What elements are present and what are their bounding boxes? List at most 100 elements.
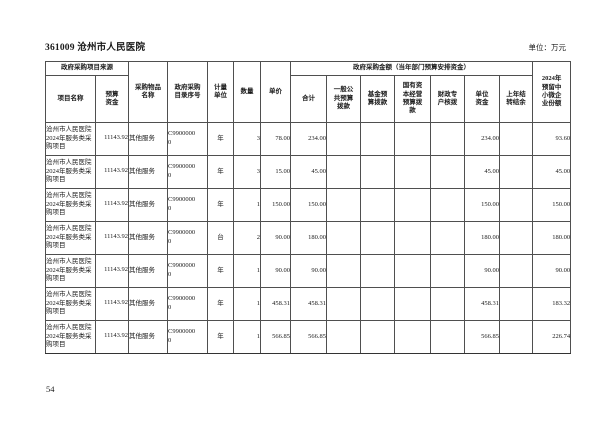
header-budget-funds: 预算资金 bbox=[95, 75, 129, 123]
cell-project-name: 沧州市人民医院2024年服务类采购项目 bbox=[45, 287, 96, 321]
cell-measure-unit: 年 bbox=[207, 188, 234, 222]
header-total: 合计 bbox=[290, 75, 327, 123]
cell-total: 458.31 bbox=[290, 287, 327, 321]
cell-prior-year-carryover bbox=[498, 188, 534, 222]
cell-project-name: 沧州市人民医院2024年服务类采购项目 bbox=[45, 320, 96, 354]
cell-fiscal-special-account bbox=[430, 155, 465, 189]
cell-unit-funds: 458.31 bbox=[464, 287, 500, 321]
header-fiscal-special-account: 财政专户核拨 bbox=[430, 75, 465, 123]
cell-prior-year-carryover bbox=[498, 320, 534, 354]
header-group-amount: 政府采购金额（当年部门预算安排资金） bbox=[289, 61, 534, 76]
cell-quantity: 1 bbox=[233, 287, 261, 321]
cell-item-name: 其他服务 bbox=[128, 221, 168, 255]
cell-budget-funds: 11143.92 bbox=[95, 122, 129, 156]
cell-catalog-no: C99000000 bbox=[167, 155, 208, 189]
header-unit-funds: 单位资金 bbox=[464, 75, 500, 123]
page-number: 54 bbox=[46, 384, 55, 394]
cell-unit-funds: 180.00 bbox=[464, 221, 500, 255]
unit-note: 单位：万元 bbox=[528, 43, 567, 52]
cell-fiscal-special-account bbox=[430, 287, 465, 321]
cell-quantity: 1 bbox=[233, 320, 261, 354]
cell-prior-year-carryover bbox=[498, 155, 534, 189]
header-project-name: 项目名称 bbox=[45, 75, 96, 123]
cell-fund-budget bbox=[360, 122, 395, 156]
cell-total: 45.00 bbox=[290, 155, 327, 189]
header-item-name: 采购物品名称 bbox=[128, 61, 168, 123]
cell-catalog-no: C99000000 bbox=[167, 221, 208, 255]
header-fund-budget: 基金预算拨款 bbox=[360, 75, 395, 123]
cell-state-capital-budget bbox=[394, 287, 431, 321]
cell-fund-budget bbox=[360, 155, 395, 189]
cell-unit-price: 78.00 bbox=[260, 122, 291, 156]
cell-catalog-no: C99000000 bbox=[167, 188, 208, 222]
table-row: 沧州市人民医院2024年服务类采购项目 11143.92 其他服务 C99000… bbox=[45, 320, 572, 354]
cell-general-public-budget bbox=[326, 287, 361, 321]
cell-unit-funds: 566.85 bbox=[464, 320, 500, 354]
cell-project-name: 沧州市人民医院2024年服务类采购项目 bbox=[45, 122, 96, 156]
cell-project-name: 沧州市人民医院2024年服务类采购项目 bbox=[45, 254, 96, 288]
table-row: 沧州市人民医院2024年服务类采购项目 11143.92 其他服务 C99000… bbox=[45, 221, 572, 255]
cell-quantity: 1 bbox=[233, 254, 261, 288]
cell-sme-share: 183.32 bbox=[532, 287, 572, 321]
cell-fiscal-special-account bbox=[430, 320, 465, 354]
cell-catalog-no: C99000000 bbox=[167, 287, 208, 321]
cell-total: 150.00 bbox=[290, 188, 327, 222]
cell-fund-budget bbox=[360, 221, 395, 255]
table-row: 沧州市人民医院2024年服务类采购项目 11143.92 其他服务 C99000… bbox=[45, 254, 572, 288]
cell-catalog-no: C99000000 bbox=[167, 122, 208, 156]
header-catalog-no: 政府采购目录序号 bbox=[167, 61, 208, 123]
cell-general-public-budget bbox=[326, 221, 361, 255]
cell-item-name: 其他服务 bbox=[128, 155, 168, 189]
cell-project-name: 沧州市人民医院2024年服务类采购项目 bbox=[45, 155, 96, 189]
header-group-source: 政府采购项目来源 bbox=[45, 61, 129, 76]
cell-unit-price: 566.85 bbox=[260, 320, 291, 354]
cell-state-capital-budget bbox=[394, 254, 431, 288]
cell-measure-unit: 台 bbox=[207, 221, 234, 255]
cell-unit-funds: 234.00 bbox=[464, 122, 500, 156]
table-row: 沧州市人民医院2024年服务类采购项目 11143.92 其他服务 C99000… bbox=[45, 155, 572, 189]
cell-budget-funds: 11143.92 bbox=[95, 155, 129, 189]
cell-item-name: 其他服务 bbox=[128, 320, 168, 354]
header-general-public-budget: 一般公共预算拨款 bbox=[326, 75, 361, 123]
cell-catalog-no: C99000000 bbox=[167, 320, 208, 354]
header-quantity: 数量 bbox=[233, 61, 261, 123]
cell-catalog-no: C99000000 bbox=[167, 254, 208, 288]
header-measure-unit: 计量单位 bbox=[207, 61, 234, 123]
cell-fiscal-special-account bbox=[430, 188, 465, 222]
cell-general-public-budget bbox=[326, 188, 361, 222]
cell-item-name: 其他服务 bbox=[128, 287, 168, 321]
cell-item-name: 其他服务 bbox=[128, 122, 168, 156]
cell-quantity: 1 bbox=[233, 188, 261, 222]
cell-unit-funds: 90.00 bbox=[464, 254, 500, 288]
cell-measure-unit: 年 bbox=[207, 320, 234, 354]
cell-measure-unit: 年 bbox=[207, 155, 234, 189]
cell-fiscal-special-account bbox=[430, 254, 465, 288]
cell-state-capital-budget bbox=[394, 155, 431, 189]
cell-total: 566.85 bbox=[290, 320, 327, 354]
cell-project-name: 沧州市人民医院2024年服务类采购项目 bbox=[45, 188, 96, 222]
cell-measure-unit: 年 bbox=[207, 287, 234, 321]
cell-fiscal-special-account bbox=[430, 122, 465, 156]
cell-project-name: 沧州市人民医院2024年服务类采购项目 bbox=[45, 221, 96, 255]
cell-prior-year-carryover bbox=[498, 122, 534, 156]
cell-item-name: 其他服务 bbox=[128, 188, 168, 222]
cell-prior-year-carryover bbox=[498, 221, 534, 255]
cell-general-public-budget bbox=[326, 155, 361, 189]
cell-budget-funds: 11143.92 bbox=[95, 188, 129, 222]
cell-total: 234.00 bbox=[290, 122, 327, 156]
table-row: 沧州市人民医院2024年服务类采购项目 11143.92 其他服务 C99000… bbox=[45, 287, 572, 321]
cell-quantity: 3 bbox=[233, 122, 261, 156]
header-unit-price: 单价 bbox=[260, 61, 291, 123]
cell-item-name: 其他服务 bbox=[128, 254, 168, 288]
cell-state-capital-budget bbox=[394, 188, 431, 222]
cell-general-public-budget bbox=[326, 122, 361, 156]
cell-measure-unit: 年 bbox=[207, 122, 234, 156]
cell-sme-share: 226.74 bbox=[532, 320, 572, 354]
cell-budget-funds: 11143.92 bbox=[95, 287, 129, 321]
cell-sme-share: 90.00 bbox=[532, 254, 572, 288]
cell-prior-year-carryover bbox=[498, 287, 534, 321]
cell-unit-price: 90.00 bbox=[260, 221, 291, 255]
cell-state-capital-budget bbox=[394, 221, 431, 255]
table-row: 沧州市人民医院2024年服务类采购项目 11143.92 其他服务 C99000… bbox=[45, 188, 572, 222]
header-state-capital-budget: 国有资本经营预算拨款 bbox=[394, 75, 431, 123]
